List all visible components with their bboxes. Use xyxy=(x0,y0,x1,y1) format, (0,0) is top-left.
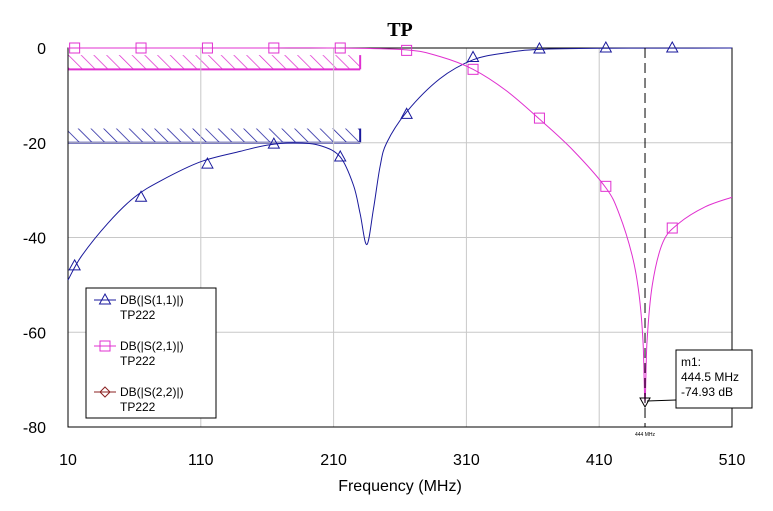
legend-series-name: DB(|S(2,1)|) xyxy=(120,339,184,353)
x-tick-label: 510 xyxy=(719,452,746,469)
x-tick-label: 10 xyxy=(59,452,77,469)
series-point xyxy=(665,40,679,53)
y-tick-label: -60 xyxy=(23,325,46,342)
series-point xyxy=(267,137,281,149)
series-line xyxy=(67,47,733,281)
x-tick-labels: 10 110 210 310 410 510 xyxy=(59,452,745,469)
series-point xyxy=(98,292,112,305)
marker-box xyxy=(675,349,753,409)
x-tick-label: 110 xyxy=(188,452,214,469)
series-point xyxy=(600,180,612,192)
series-group xyxy=(67,40,733,281)
y-tick-label: -80 xyxy=(23,420,46,437)
y-tick-label: -40 xyxy=(23,231,46,248)
series-point xyxy=(334,42,346,54)
series-point xyxy=(99,340,111,352)
series-point xyxy=(333,149,347,162)
series-point xyxy=(201,157,214,169)
series-group xyxy=(67,42,733,404)
x-tick-label: 310 xyxy=(453,452,480,469)
legend-series-subname: TP222 xyxy=(120,354,156,368)
series-point xyxy=(99,386,111,398)
marker-axis-label: 444 MHz xyxy=(635,432,656,438)
marker-name: m1: xyxy=(681,355,701,369)
marker-triangle xyxy=(639,397,651,409)
series-point xyxy=(533,112,545,124)
legend-entry: DB(|S(1,1)|)TP222 xyxy=(94,292,184,322)
marker-m1: m1:444.5 MHz-74.93 dB 444 MHz xyxy=(635,48,753,438)
legend-series-name: DB(|S(2,2)|) xyxy=(120,385,184,399)
legend-entry: DB(|S(2,2)|)TP222 xyxy=(94,385,184,414)
series xyxy=(67,40,733,404)
legend-series-name: DB(|S(1,1)|) xyxy=(120,293,184,307)
y-tick-labels: 0 -20 -40 -60 -80 xyxy=(23,41,46,437)
x-tick-label: 210 xyxy=(320,452,347,469)
series-point xyxy=(68,258,81,271)
series-point xyxy=(466,50,480,62)
chart-title: TP xyxy=(387,19,413,41)
legend-box xyxy=(85,287,217,419)
series-point xyxy=(135,42,147,54)
series-point xyxy=(268,42,280,54)
series-point xyxy=(201,42,213,54)
plot-frame xyxy=(67,47,733,428)
marker-frequency: 444.5 MHz xyxy=(681,370,739,384)
series-point xyxy=(69,42,81,54)
series-point xyxy=(401,44,413,56)
series-point xyxy=(134,190,148,202)
spec-regions xyxy=(68,55,362,144)
x-axis-label: Frequency (MHz) xyxy=(338,478,462,495)
spec-region-fill xyxy=(68,55,361,70)
y-tick-label: 0 xyxy=(37,41,46,58)
series-point xyxy=(467,63,479,75)
series-point xyxy=(533,41,546,54)
marker-value: -74.93 dB xyxy=(681,385,733,399)
legend-entry: DB(|S(2,1)|)TP222 xyxy=(94,339,184,368)
x-tick-label: 410 xyxy=(586,452,613,469)
spec-region-fill xyxy=(68,128,361,143)
series-point xyxy=(400,107,413,119)
series-point xyxy=(666,222,678,234)
legend-series-subname: TP222 xyxy=(120,400,156,414)
legend: DB(|S(1,1)|)TP222DB(|S(2,1)|)TP222DB(|S(… xyxy=(85,287,217,419)
series-point xyxy=(599,40,613,53)
y-tick-label: -20 xyxy=(23,136,46,153)
marker-leader-line xyxy=(646,399,677,402)
legend-series-subname: TP222 xyxy=(120,308,156,322)
